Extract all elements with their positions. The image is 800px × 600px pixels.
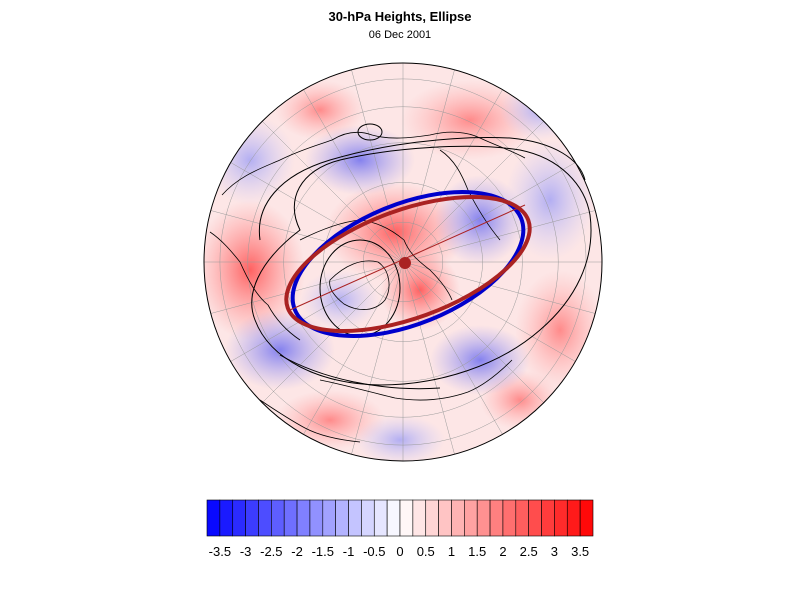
- colorbar-bin: [323, 500, 336, 536]
- colorbar-bin: [400, 500, 413, 536]
- colorbar-bins: [207, 500, 593, 536]
- colorbar-bin: [310, 500, 323, 536]
- colorbar-bin: [516, 500, 529, 536]
- colorbar-tick-label: 3: [551, 544, 558, 559]
- colorbar-tick-label: -1: [343, 544, 355, 559]
- colorbar-bin: [554, 500, 567, 536]
- colorbar-bin: [580, 500, 593, 536]
- colorbar-tick-label: 0.5: [417, 544, 435, 559]
- colorbar-bin: [413, 500, 426, 536]
- colorbar-tick-label: -2: [291, 544, 303, 559]
- colorbar-tick-label: 3.5: [571, 544, 589, 559]
- colorbar-bin: [271, 500, 284, 536]
- colorbar-ticks: -3.5 -3 -2.5 -2 -1.5 -1 -0.5 0 0.5 1 1.5 2 2.5 3 3.5: [209, 544, 590, 559]
- colorbar: -3.5 -3 -2.5 -2 -1.5 -1 -0.5 0 0.5 1 1.5 2 2.5 3 3.5: [0, 0, 800, 600]
- colorbar-bin: [529, 500, 542, 536]
- colorbar-tick-label: -0.5: [363, 544, 385, 559]
- colorbar-bin: [490, 500, 503, 536]
- colorbar-bin: [426, 500, 439, 536]
- colorbar-bin: [349, 500, 362, 536]
- colorbar-tick-label: -3: [240, 544, 252, 559]
- colorbar-bin: [336, 500, 349, 536]
- colorbar-bin: [374, 500, 387, 536]
- colorbar-bin: [233, 500, 246, 536]
- colorbar-bin: [503, 500, 516, 536]
- colorbar-tick-label: 2: [499, 544, 506, 559]
- colorbar-tick-label: -2.5: [260, 544, 282, 559]
- colorbar-bin: [361, 500, 374, 536]
- colorbar-bin: [439, 500, 452, 536]
- colorbar-bin: [542, 500, 555, 536]
- colorbar-tick-label: 0: [396, 544, 403, 559]
- colorbar-bin: [451, 500, 464, 536]
- colorbar-tick-label: 1: [448, 544, 455, 559]
- colorbar-bin: [477, 500, 490, 536]
- colorbar-bin: [297, 500, 310, 536]
- colorbar-bin: [258, 500, 271, 536]
- colorbar-bin: [464, 500, 477, 536]
- colorbar-bin: [207, 500, 220, 536]
- colorbar-tick-label: 2.5: [520, 544, 538, 559]
- colorbar-tick-label: 1.5: [468, 544, 486, 559]
- colorbar-tick-label: -3.5: [209, 544, 231, 559]
- colorbar-bin: [567, 500, 580, 536]
- colorbar-bin: [284, 500, 297, 536]
- colorbar-tick-label: -1.5: [312, 544, 334, 559]
- colorbar-bin: [220, 500, 233, 536]
- colorbar-bin: [246, 500, 259, 536]
- colorbar-bin: [387, 500, 400, 536]
